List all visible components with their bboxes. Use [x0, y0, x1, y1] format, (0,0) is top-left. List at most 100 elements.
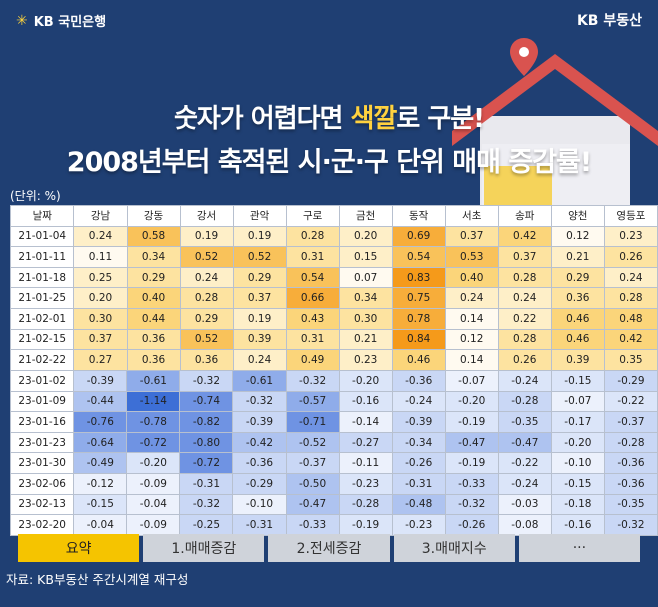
value-cell: -0.27	[338, 431, 393, 454]
value-cell: 0.19	[179, 225, 234, 248]
tab-1[interactable]: 요약	[18, 534, 140, 562]
value-cell: 0.28	[603, 287, 658, 309]
date-cell: 21-02-01	[9, 307, 75, 330]
value-cell: 0.30	[73, 307, 128, 330]
table-row: 21-01-11 0.11 0.34 0.52 0.52 0.31 0.15 0.54 0.53…	[9, 246, 658, 268]
value-cell: -0.29	[603, 370, 658, 392]
date-cell: 21-01-25	[9, 287, 75, 309]
value-cell: -0.76	[73, 411, 128, 433]
value-cell: -0.08	[497, 514, 552, 536]
value-cell: -0.11	[338, 452, 393, 474]
value-cell: 0.29	[179, 307, 234, 330]
tab-more[interactable]: ···	[518, 534, 641, 562]
table-row: 21-02-01 0.30 0.44 0.29 0.19 0.43 0.30 0.78 0.14…	[9, 307, 658, 330]
value-cell: -0.24	[497, 370, 552, 392]
value-cell: -0.04	[126, 493, 181, 516]
value-cell: -0.26	[444, 514, 499, 536]
value-cell: 0.24	[497, 287, 552, 309]
kb-realestate-brand: KB 부동산	[576, 13, 642, 29]
value-cell: -0.31	[232, 514, 287, 536]
tab-3[interactable]: 2.전세증감	[268, 534, 390, 562]
value-cell: 0.52	[179, 246, 234, 268]
value-cell: -0.32	[285, 370, 340, 392]
value-cell: -0.71	[285, 411, 340, 433]
value-cell: -0.50	[285, 472, 340, 495]
value-cell: -0.16	[550, 514, 605, 536]
value-cell: -0.52	[285, 431, 340, 454]
value-cell: 0.24	[603, 266, 658, 289]
value-cell: 0.26	[497, 349, 552, 371]
value-cell: 0.37	[73, 328, 128, 351]
value-cell: 0.69	[391, 225, 446, 248]
column-header: 영등포	[603, 205, 658, 227]
value-cell: 0.78	[391, 307, 446, 330]
value-cell: 0.11	[73, 246, 128, 268]
column-header: 금천	[338, 205, 393, 227]
kb-bank-logo: ✳ KB 국민은행	[16, 11, 107, 31]
table-2023: 23-01-02 -0.39 -0.61 -0.32 -0.61 -0.32 -0.20 -0…	[9, 370, 658, 536]
value-cell: -0.47	[444, 431, 499, 454]
value-cell: -0.61	[232, 370, 287, 392]
value-cell: 0.46	[550, 307, 605, 330]
value-cell: 0.28	[497, 266, 552, 289]
column-header: 서초	[444, 205, 499, 227]
value-cell: 0.28	[497, 328, 552, 351]
value-cell: -0.23	[391, 514, 446, 536]
value-cell: 0.40	[126, 287, 181, 309]
value-cell: -0.20	[126, 452, 181, 474]
value-cell: 0.36	[550, 287, 605, 309]
value-cell: -1.14	[126, 390, 181, 413]
value-cell: 0.31	[285, 328, 340, 351]
value-cell: -0.04	[73, 514, 128, 536]
value-cell: 0.42	[603, 328, 658, 351]
value-cell: 0.20	[73, 287, 128, 309]
tab-2[interactable]: 1.매매증감	[143, 534, 265, 562]
value-cell: -0.15	[550, 472, 605, 495]
value-cell: 0.20	[338, 225, 393, 248]
value-cell: -0.28	[603, 431, 658, 454]
value-cell: -0.31	[391, 472, 446, 495]
value-cell: 0.28	[285, 225, 340, 248]
value-cell: -0.61	[126, 370, 181, 392]
value-cell: 0.37	[497, 246, 552, 268]
value-cell: 0.26	[603, 246, 658, 268]
value-cell: -0.39	[73, 370, 128, 392]
value-cell: 0.19	[232, 307, 287, 330]
headline-part1: 숫자가 어렵다면	[173, 104, 351, 134]
headline-highlight: 색깔	[350, 104, 398, 134]
value-cell: -0.32	[444, 493, 499, 516]
tab-4[interactable]: 3.매매지수	[393, 534, 515, 562]
value-cell: 0.46	[391, 349, 446, 371]
value-cell: 0.83	[391, 266, 446, 289]
value-cell: -0.32	[603, 514, 658, 536]
value-cell: 0.19	[232, 225, 287, 248]
value-cell: -0.74	[179, 390, 234, 413]
value-cell: -0.82	[179, 411, 234, 433]
value-cell: 0.34	[338, 287, 393, 309]
column-header: 강서	[179, 205, 234, 227]
headline-part2: 로 구분!	[396, 104, 485, 134]
bank-name: KB 국민은행	[33, 15, 107, 30]
value-cell: -0.35	[497, 411, 552, 433]
value-cell: -0.28	[497, 390, 552, 413]
date-cell: 23-02-13	[9, 493, 75, 516]
value-cell: -0.36	[391, 370, 446, 392]
date-cell: 23-02-20	[9, 514, 75, 536]
value-cell: 0.48	[603, 307, 658, 330]
value-cell: -0.48	[391, 493, 446, 516]
column-header: 양천	[550, 205, 605, 227]
value-cell: -0.19	[444, 452, 499, 474]
value-cell: 0.34	[126, 246, 181, 268]
value-cell: 0.24	[73, 225, 128, 248]
date-cell: 23-01-23	[9, 431, 75, 454]
date-cell: 23-01-16	[9, 411, 75, 433]
value-cell: -0.32	[179, 370, 234, 392]
value-cell: -0.25	[179, 514, 234, 536]
date-cell: 23-01-09	[9, 390, 75, 413]
value-cell: 0.14	[444, 349, 499, 371]
date-cell: 21-01-18	[9, 266, 75, 289]
value-cell: -0.72	[126, 431, 181, 454]
value-cell: 0.25	[73, 266, 128, 289]
headline-line1: 숫자가 어렵다면 색깔로 구분!	[0, 98, 658, 135]
value-cell: -0.36	[232, 452, 287, 474]
